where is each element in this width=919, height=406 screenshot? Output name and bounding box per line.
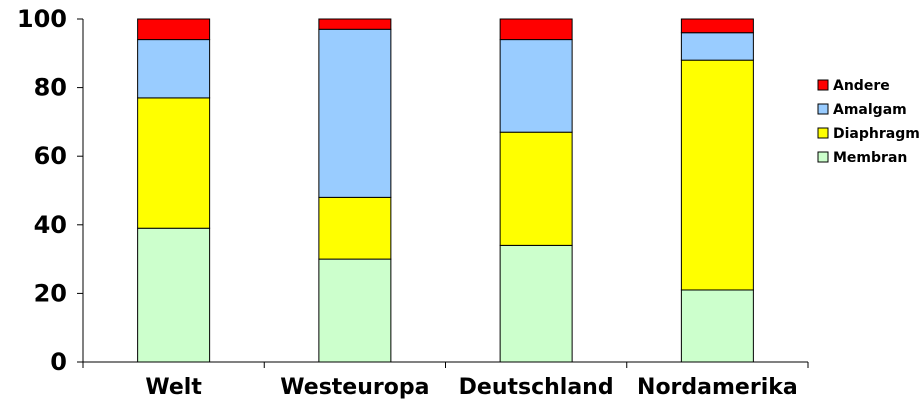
y-tick-label: 80 [34, 74, 67, 102]
bar-segment-membran-welt [137, 227, 211, 363]
bar-segment-diaphragma-deutschland [499, 131, 573, 246]
legend-label-andere: Andere [833, 78, 890, 94]
bar-segment-amalgam-nordamerika [680, 32, 754, 61]
bar-segment-andere-welt [137, 18, 211, 41]
legend-swatch-diaphragma [817, 127, 829, 139]
x-tick-label: Westeuropa [280, 375, 429, 400]
bar-segment-membran-deutschland [499, 244, 573, 363]
legend-swatch-amalgam [817, 103, 829, 115]
bar-segment-diaphragma-welt [137, 97, 211, 229]
y-tick-label: 20 [34, 279, 67, 307]
bar-segment-andere-deutschland [499, 18, 573, 41]
legend-label-diaphragma: Diaphragma [833, 126, 919, 142]
y-tick-label: 60 [34, 142, 67, 170]
bar-segment-diaphragma-westeuropa [318, 196, 392, 260]
x-tick-label: Welt [145, 375, 202, 400]
bar-segment-amalgam-welt [137, 39, 211, 99]
bar-segment-diaphragma-nordamerika [680, 59, 754, 291]
x-tick-label: Deutschland [459, 375, 614, 400]
x-tick-label: Nordamerika [637, 375, 798, 400]
legend-label-amalgam: Amalgam [833, 102, 907, 118]
bar-segment-amalgam-deutschland [499, 39, 573, 133]
legend-label-membran: Membran [833, 150, 907, 166]
legend-swatch-membran [817, 151, 829, 163]
bar-segment-andere-westeuropa [318, 18, 392, 30]
y-tick-label: 100 [17, 5, 67, 33]
y-tick-label: 0 [50, 348, 67, 376]
bar-segment-amalgam-westeuropa [318, 28, 392, 198]
legend-swatch-andere [817, 79, 829, 91]
bar-segment-membran-nordamerika [680, 289, 754, 363]
bar-segment-membran-westeuropa [318, 258, 392, 363]
bar-segment-andere-nordamerika [680, 18, 754, 34]
y-tick-label: 40 [34, 211, 67, 239]
